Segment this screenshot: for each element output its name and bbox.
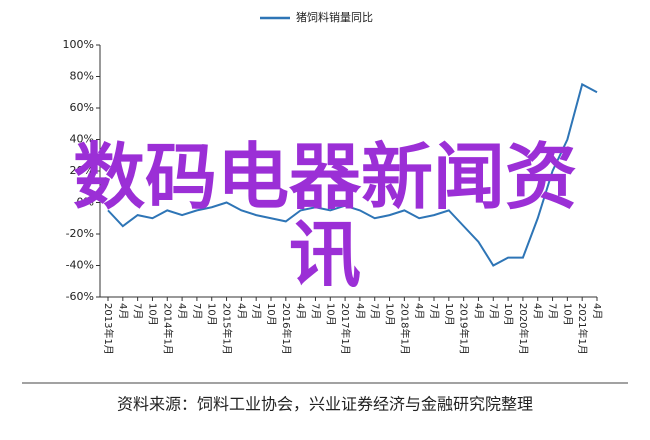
y-tick-label: -40% bbox=[66, 259, 94, 272]
x-tick-label: 4月 bbox=[354, 303, 366, 319]
x-tick-label: 10月 bbox=[206, 303, 218, 326]
x-tick-label: 7月 bbox=[369, 303, 381, 319]
x-tick-label: 7月 bbox=[132, 303, 144, 319]
y-tick-label: 0% bbox=[77, 196, 94, 209]
x-tick-label: 2018年1月 bbox=[398, 303, 411, 355]
x-tick-label: 7月 bbox=[547, 303, 559, 319]
x-tick-label: 2013年1月 bbox=[102, 303, 115, 355]
x-tick-label: 4月 bbox=[176, 303, 188, 319]
y-tick-label: 80% bbox=[70, 70, 94, 83]
x-tick-label: 2019年1月 bbox=[458, 303, 471, 355]
x-tick-label: 4月 bbox=[295, 303, 307, 319]
line-series bbox=[107, 82, 598, 267]
y-tick-label: 60% bbox=[70, 101, 94, 114]
x-tick-label: 7月 bbox=[428, 303, 440, 319]
y-tick-label: -60% bbox=[66, 290, 94, 303]
y-tick-label: 100% bbox=[63, 38, 94, 51]
watermark: 数码电器新闻资讯 bbox=[72, 135, 577, 297]
source: 资料来源：饲料工业协会，兴业证券经济与金融研究院整理 bbox=[117, 395, 533, 414]
x-tick-label: 10月 bbox=[324, 303, 336, 326]
x-tick-label: 10月 bbox=[146, 303, 158, 326]
x-tick-label: 2017年1月 bbox=[339, 303, 352, 355]
x-tick-label: 7月 bbox=[250, 303, 262, 319]
x-tick-label: 4月 bbox=[117, 303, 129, 319]
y-tick-label: -20% bbox=[66, 227, 94, 240]
x-tick-label: 2016年1月 bbox=[280, 303, 293, 355]
x-tick-label: 4月 bbox=[591, 303, 603, 319]
x-tick-label: 2015年1月 bbox=[221, 303, 234, 355]
x-tick-label: 2021年1月 bbox=[576, 303, 589, 355]
x-tick-label: 10月 bbox=[502, 303, 514, 326]
x-tick-label: 10月 bbox=[384, 303, 396, 326]
x-tick-label: 4月 bbox=[532, 303, 544, 319]
x-tick-label: 4月 bbox=[235, 303, 247, 319]
x-tick-label: 4月 bbox=[413, 303, 425, 319]
x-tick-label: 7月 bbox=[309, 303, 321, 319]
x-tick-label: 10月 bbox=[443, 303, 455, 326]
y-tick-label: 40% bbox=[70, 133, 94, 146]
x-tick-label: 10月 bbox=[561, 303, 573, 326]
y-tick-label: 20% bbox=[70, 164, 94, 177]
x-tick-label: 10月 bbox=[265, 303, 277, 326]
x-tick-label: 4月 bbox=[472, 303, 484, 319]
x-tick-label: 2014年1月 bbox=[161, 303, 174, 355]
x-tick-label: 2020年1月 bbox=[517, 303, 530, 355]
legend-label: 猪饲料销量同比 bbox=[296, 10, 373, 24]
x-tick-label: 7月 bbox=[191, 303, 203, 319]
x-tick-label: 7月 bbox=[487, 303, 499, 319]
